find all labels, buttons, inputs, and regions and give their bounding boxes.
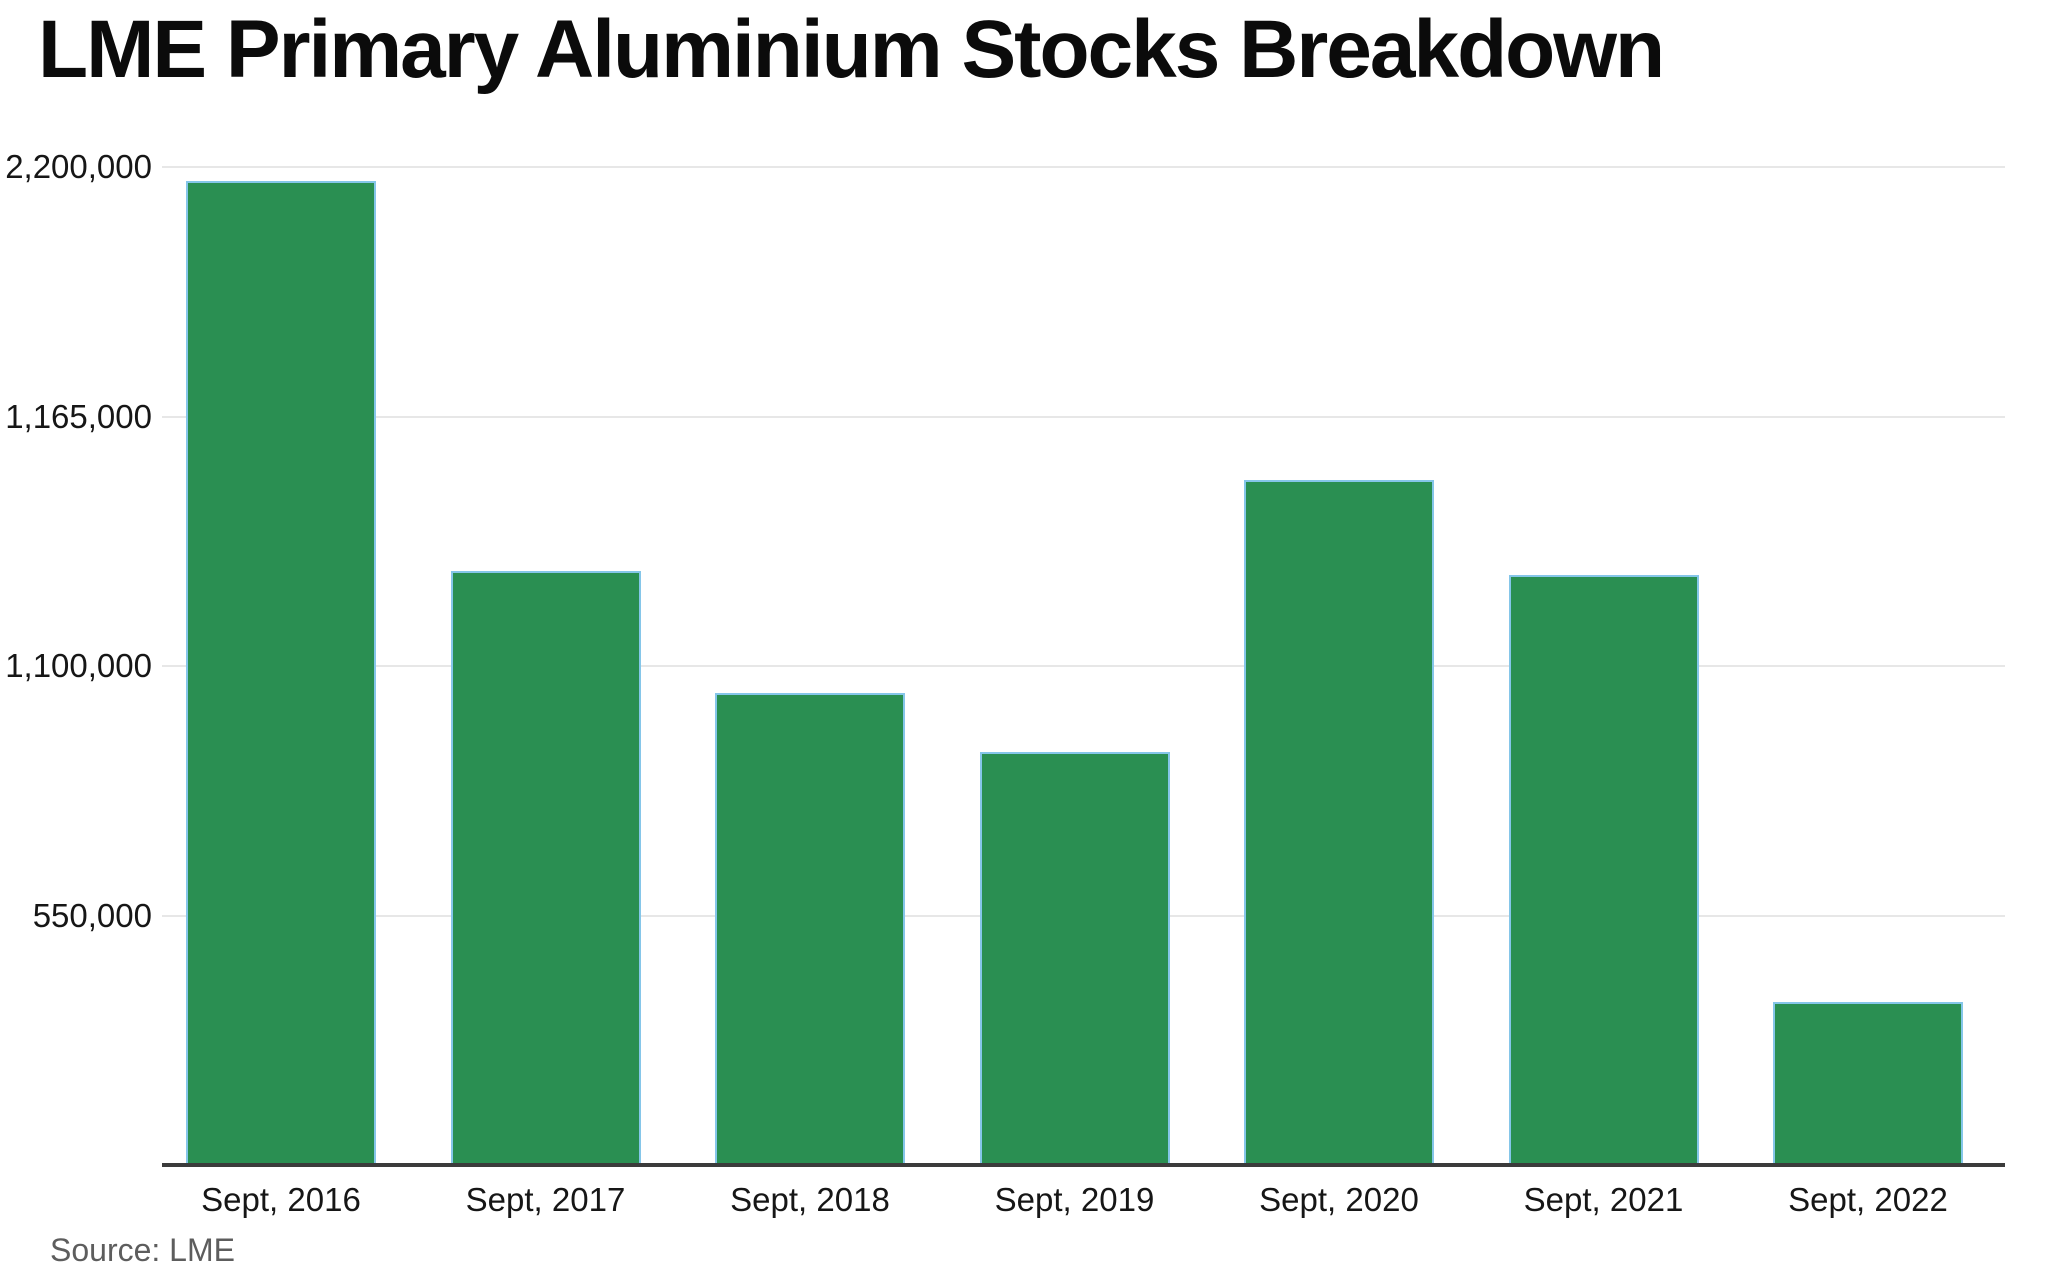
- x-tick-label: Sept, 2022: [1788, 1181, 1948, 1218]
- y-tick-label: 1,165,000: [5, 397, 152, 435]
- y-tick-label: 550,000: [32, 896, 152, 934]
- x-axis-line: [162, 1163, 2005, 1167]
- bar-2019: [979, 752, 1170, 1165]
- y-tick-label: 1,100,000: [5, 647, 152, 684]
- chart-title: LME Primary Aluminium Stocks Breakdown: [38, 4, 1665, 95]
- gridline: [162, 665, 2005, 667]
- x-tick-label: Sept, 2016: [201, 1181, 361, 1218]
- y-tick-label: 2,200,000: [5, 148, 152, 185]
- bar-2021: [1508, 575, 1699, 1165]
- x-tick-label: Sept, 2017: [465, 1181, 626, 1218]
- bar-2017: [450, 570, 641, 1165]
- bar-2020: [1244, 480, 1434, 1165]
- x-tick-label: Sept, 2019: [994, 1181, 1155, 1218]
- x-axis-labels: Sept, 2016 Sept, 2017 Sept, 2018 Sept, 2019…: [162, 1178, 2005, 1228]
- y-axis: 550,000 1,100,000 1,165,000 2,200,000: [0, 0, 152, 1278]
- bar-2018: [715, 693, 905, 1165]
- x-tick-label: Sept, 2021: [1523, 1181, 1684, 1218]
- bar-2022: [1773, 1001, 1963, 1165]
- source-note: Source: LME: [50, 1232, 235, 1268]
- gridline: [162, 415, 2005, 418]
- x-tick-label: Sept, 2020: [1259, 1181, 1419, 1218]
- bar-2016: [186, 180, 376, 1165]
- x-tick-label: Sept, 2018: [730, 1181, 890, 1218]
- gridline: [162, 166, 2005, 168]
- plot-area: [162, 166, 2005, 1165]
